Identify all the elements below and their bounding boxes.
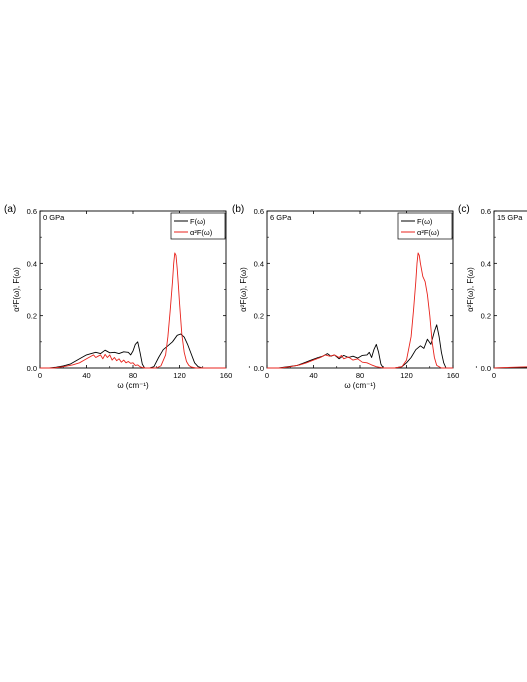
panel-label: (b) [232, 204, 244, 215]
series-line-a2F [493, 366, 527, 369]
y-tick-label: 0.4 [27, 259, 37, 268]
y-tick-label: 0.6 [27, 207, 37, 216]
x-tick-label: 120 [173, 371, 186, 380]
panel-title: 0 GPa [43, 213, 65, 222]
legend-label: α²F(ω) [190, 228, 213, 237]
legend-label: α²F(ω) [417, 228, 440, 237]
x-tick-label: 160 [447, 371, 460, 380]
x-tick-label: 0 [492, 371, 496, 380]
y-tick-label: 0.4 [254, 259, 264, 268]
x-axis-label: ω (cm⁻¹) [344, 381, 376, 390]
x-tick-label: 40 [309, 371, 317, 380]
chart-panel-1: (a) 0.0 0.2 0.4 0.6 0 40 80 120 160 α²F(ω), F(ω) ω … [4, 204, 250, 390]
y-tick-label: 0.6 [254, 207, 264, 216]
y-axis-label: α²F(ω), F(ω) [239, 267, 248, 312]
series-line-F [267, 324, 453, 369]
legend-box [170, 212, 226, 240]
y-tick-label: 0.0 [27, 364, 37, 373]
panel-title: 6 GPa [270, 213, 292, 222]
x-tick-label: 80 [356, 371, 364, 380]
y-axis-label: α²F(ω), F(ω) [466, 267, 475, 312]
x-tick-label: 80 [129, 371, 137, 380]
panel-title: 15 GPa [497, 213, 523, 222]
panel-label: (c) [458, 204, 470, 215]
panel-label: (a) [4, 204, 16, 215]
y-tick-label: 0.0 [254, 364, 264, 373]
y-tick-label: 0.2 [254, 312, 264, 321]
y-tick-label: 0.6 [481, 207, 491, 216]
x-tick-label: 40 [82, 371, 90, 380]
x-tick-label: 0 [38, 371, 42, 380]
legend-label: F(ω) [417, 217, 433, 226]
x-tick-label: 160 [220, 371, 233, 380]
x-tick-label: 120 [400, 371, 413, 380]
x-axis-label: ω (cm⁻¹) [117, 381, 149, 390]
x-tick-label: 0 [265, 371, 269, 380]
legend-label: F(ω) [190, 217, 206, 226]
chart-panel-2: (b) 0.0 0.2 0.4 0.6 0 40 80 120 160 α²F(ω), F(ω) ω … [232, 204, 477, 390]
series-line-a2F [267, 252, 453, 369]
y-tick-label: 0.2 [481, 312, 491, 321]
y-axis-label: α²F(ω), F(ω) [12, 267, 21, 312]
series-line-a2F [40, 252, 226, 369]
legend-box [397, 212, 453, 240]
y-tick-label: 0.2 [27, 312, 37, 321]
y-tick-label: 0.0 [481, 364, 491, 373]
series-line-F [40, 333, 226, 369]
y-tick-label: 0.4 [481, 259, 491, 268]
plot-frame [493, 210, 527, 369]
chart-panel-3: (c)0.00.20.40.604α²F(ω), F(ω)15 GPa [458, 204, 527, 380]
